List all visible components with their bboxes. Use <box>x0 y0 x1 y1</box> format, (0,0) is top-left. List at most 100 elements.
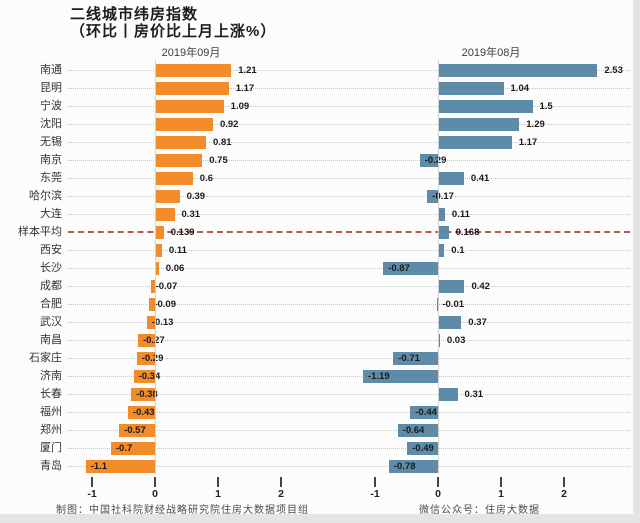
row-guide-line <box>68 340 630 341</box>
x-axis-tick-label: 2 <box>278 488 284 500</box>
row-guide-line <box>68 448 630 449</box>
category-label: 成都 <box>40 279 62 292</box>
category-label: 东莞 <box>40 171 62 184</box>
x-axis-tick-label: -1 <box>87 488 97 500</box>
category-label: 厦门 <box>40 441 62 454</box>
value-label: 0.1 <box>451 244 465 256</box>
category-label: 南昌 <box>40 333 62 346</box>
value-label: 0.42 <box>471 280 490 292</box>
bar-2019年08月 <box>438 81 504 95</box>
value-label: 0.168 <box>455 226 480 238</box>
bar-2019年09月 <box>137 333 155 347</box>
row-guide-line <box>68 358 630 359</box>
bar-2019年09月 <box>150 279 155 293</box>
bar-2019年09月 <box>155 225 164 239</box>
bar-2019年09月 <box>131 387 155 401</box>
value-label: -0.64 <box>402 424 425 436</box>
value-label: 0.06 <box>165 262 185 274</box>
value-label: 0.92 <box>219 118 239 130</box>
x-axis-tick-mark <box>154 477 156 487</box>
value-label: -1.1 <box>90 460 108 472</box>
value-label: 0.11 <box>168 244 187 256</box>
value-label: 0.41 <box>470 172 490 184</box>
bar-2019年09月 <box>155 171 193 185</box>
category-label: 哈尔滨 <box>29 189 62 202</box>
x-axis-tick-mark <box>91 477 93 487</box>
bar-2019年09月 <box>155 261 159 275</box>
bar-2019年09月 <box>155 117 213 131</box>
bar-2019年08月 <box>438 63 598 77</box>
row-guide-line <box>68 88 630 89</box>
row-guide-line <box>68 142 630 143</box>
category-label: 济南 <box>40 369 62 382</box>
value-label: 0.75 <box>209 154 228 166</box>
zero-axis-line <box>155 60 156 474</box>
value-label: -0.7 <box>115 442 133 454</box>
bar-2019年08月 <box>438 243 445 257</box>
bar-2019年09月 <box>155 135 207 149</box>
x-axis-tick-label: -1 <box>370 488 380 500</box>
bar-2019年08月 <box>383 261 438 275</box>
bar-2019年09月 <box>110 441 155 455</box>
value-label: -0.01 <box>442 298 465 310</box>
bar-2019年08月 <box>438 387 458 401</box>
row-guide-line <box>68 430 630 431</box>
bar-2019年09月 <box>119 423 155 437</box>
bar-2019年08月 <box>419 153 438 167</box>
footer-wechat: 微信公众号：住房大数据 <box>419 505 540 516</box>
category-label: 合肥 <box>40 297 62 310</box>
category-label: 武汉 <box>40 315 62 328</box>
chart-title-line1: 二线城市纬房指数 <box>70 6 199 23</box>
value-label: -0.78 <box>393 460 416 472</box>
category-label: 昆明 <box>40 81 62 94</box>
value-label: 1.17 <box>235 82 255 94</box>
value-label: -0.87 <box>388 262 410 274</box>
x-axis-tick-mark <box>374 477 376 487</box>
value-label: 1.04 <box>510 82 530 94</box>
x-axis-tick-mark <box>437 477 439 487</box>
bar-2019年08月 <box>410 405 438 419</box>
bar-2019年08月 <box>438 99 533 113</box>
bottom-margin <box>0 514 640 523</box>
value-label: 0.31 <box>464 388 484 400</box>
bar-2019年09月 <box>155 189 180 203</box>
right-margin <box>633 0 640 523</box>
x-axis-tick-label: 0 <box>435 488 441 500</box>
category-label: 长春 <box>40 387 62 400</box>
x-axis-tick-mark <box>280 477 282 487</box>
value-label: -0.29 <box>141 352 164 364</box>
bar-2019年09月 <box>133 369 155 383</box>
bar-2019年08月 <box>393 351 438 365</box>
bar-2019年08月 <box>438 207 445 221</box>
bar-2019年08月 <box>438 135 512 149</box>
value-label: -0.07 <box>155 280 178 292</box>
bar-2019年08月 <box>388 459 438 473</box>
category-label: 福州 <box>40 405 62 418</box>
value-label: 0.39 <box>186 190 206 202</box>
value-label: 1.09 <box>230 100 250 112</box>
bar-2019年09月 <box>155 81 229 95</box>
bar-2019年09月 <box>146 315 155 329</box>
x-axis-tick-label: 0 <box>152 488 158 500</box>
x-axis-tick-mark <box>563 477 565 487</box>
category-label: 石家庄 <box>29 351 62 364</box>
bar-2019年09月 <box>155 63 232 77</box>
row-guide-line <box>68 250 630 251</box>
category-label: 无锡 <box>40 135 62 148</box>
value-label: -0.49 <box>412 442 434 454</box>
value-label: -1.19 <box>368 370 390 382</box>
row-guide-line <box>68 268 630 269</box>
category-label: 长沙 <box>40 261 62 274</box>
value-label: 0.11 <box>451 208 470 220</box>
value-label: 0.31 <box>181 208 201 220</box>
value-label: -0.44 <box>415 406 437 418</box>
value-label: 2.53 <box>604 64 623 76</box>
value-label: -0.57 <box>124 424 146 436</box>
row-guide-line <box>68 124 630 125</box>
bar-2019年09月 <box>136 351 155 365</box>
bar-2019年08月 <box>437 297 439 311</box>
value-label: -0.71 <box>398 352 420 364</box>
bar-2019年08月 <box>438 117 520 131</box>
value-label: 0.139 <box>170 226 195 238</box>
row-guide-line <box>68 106 630 107</box>
